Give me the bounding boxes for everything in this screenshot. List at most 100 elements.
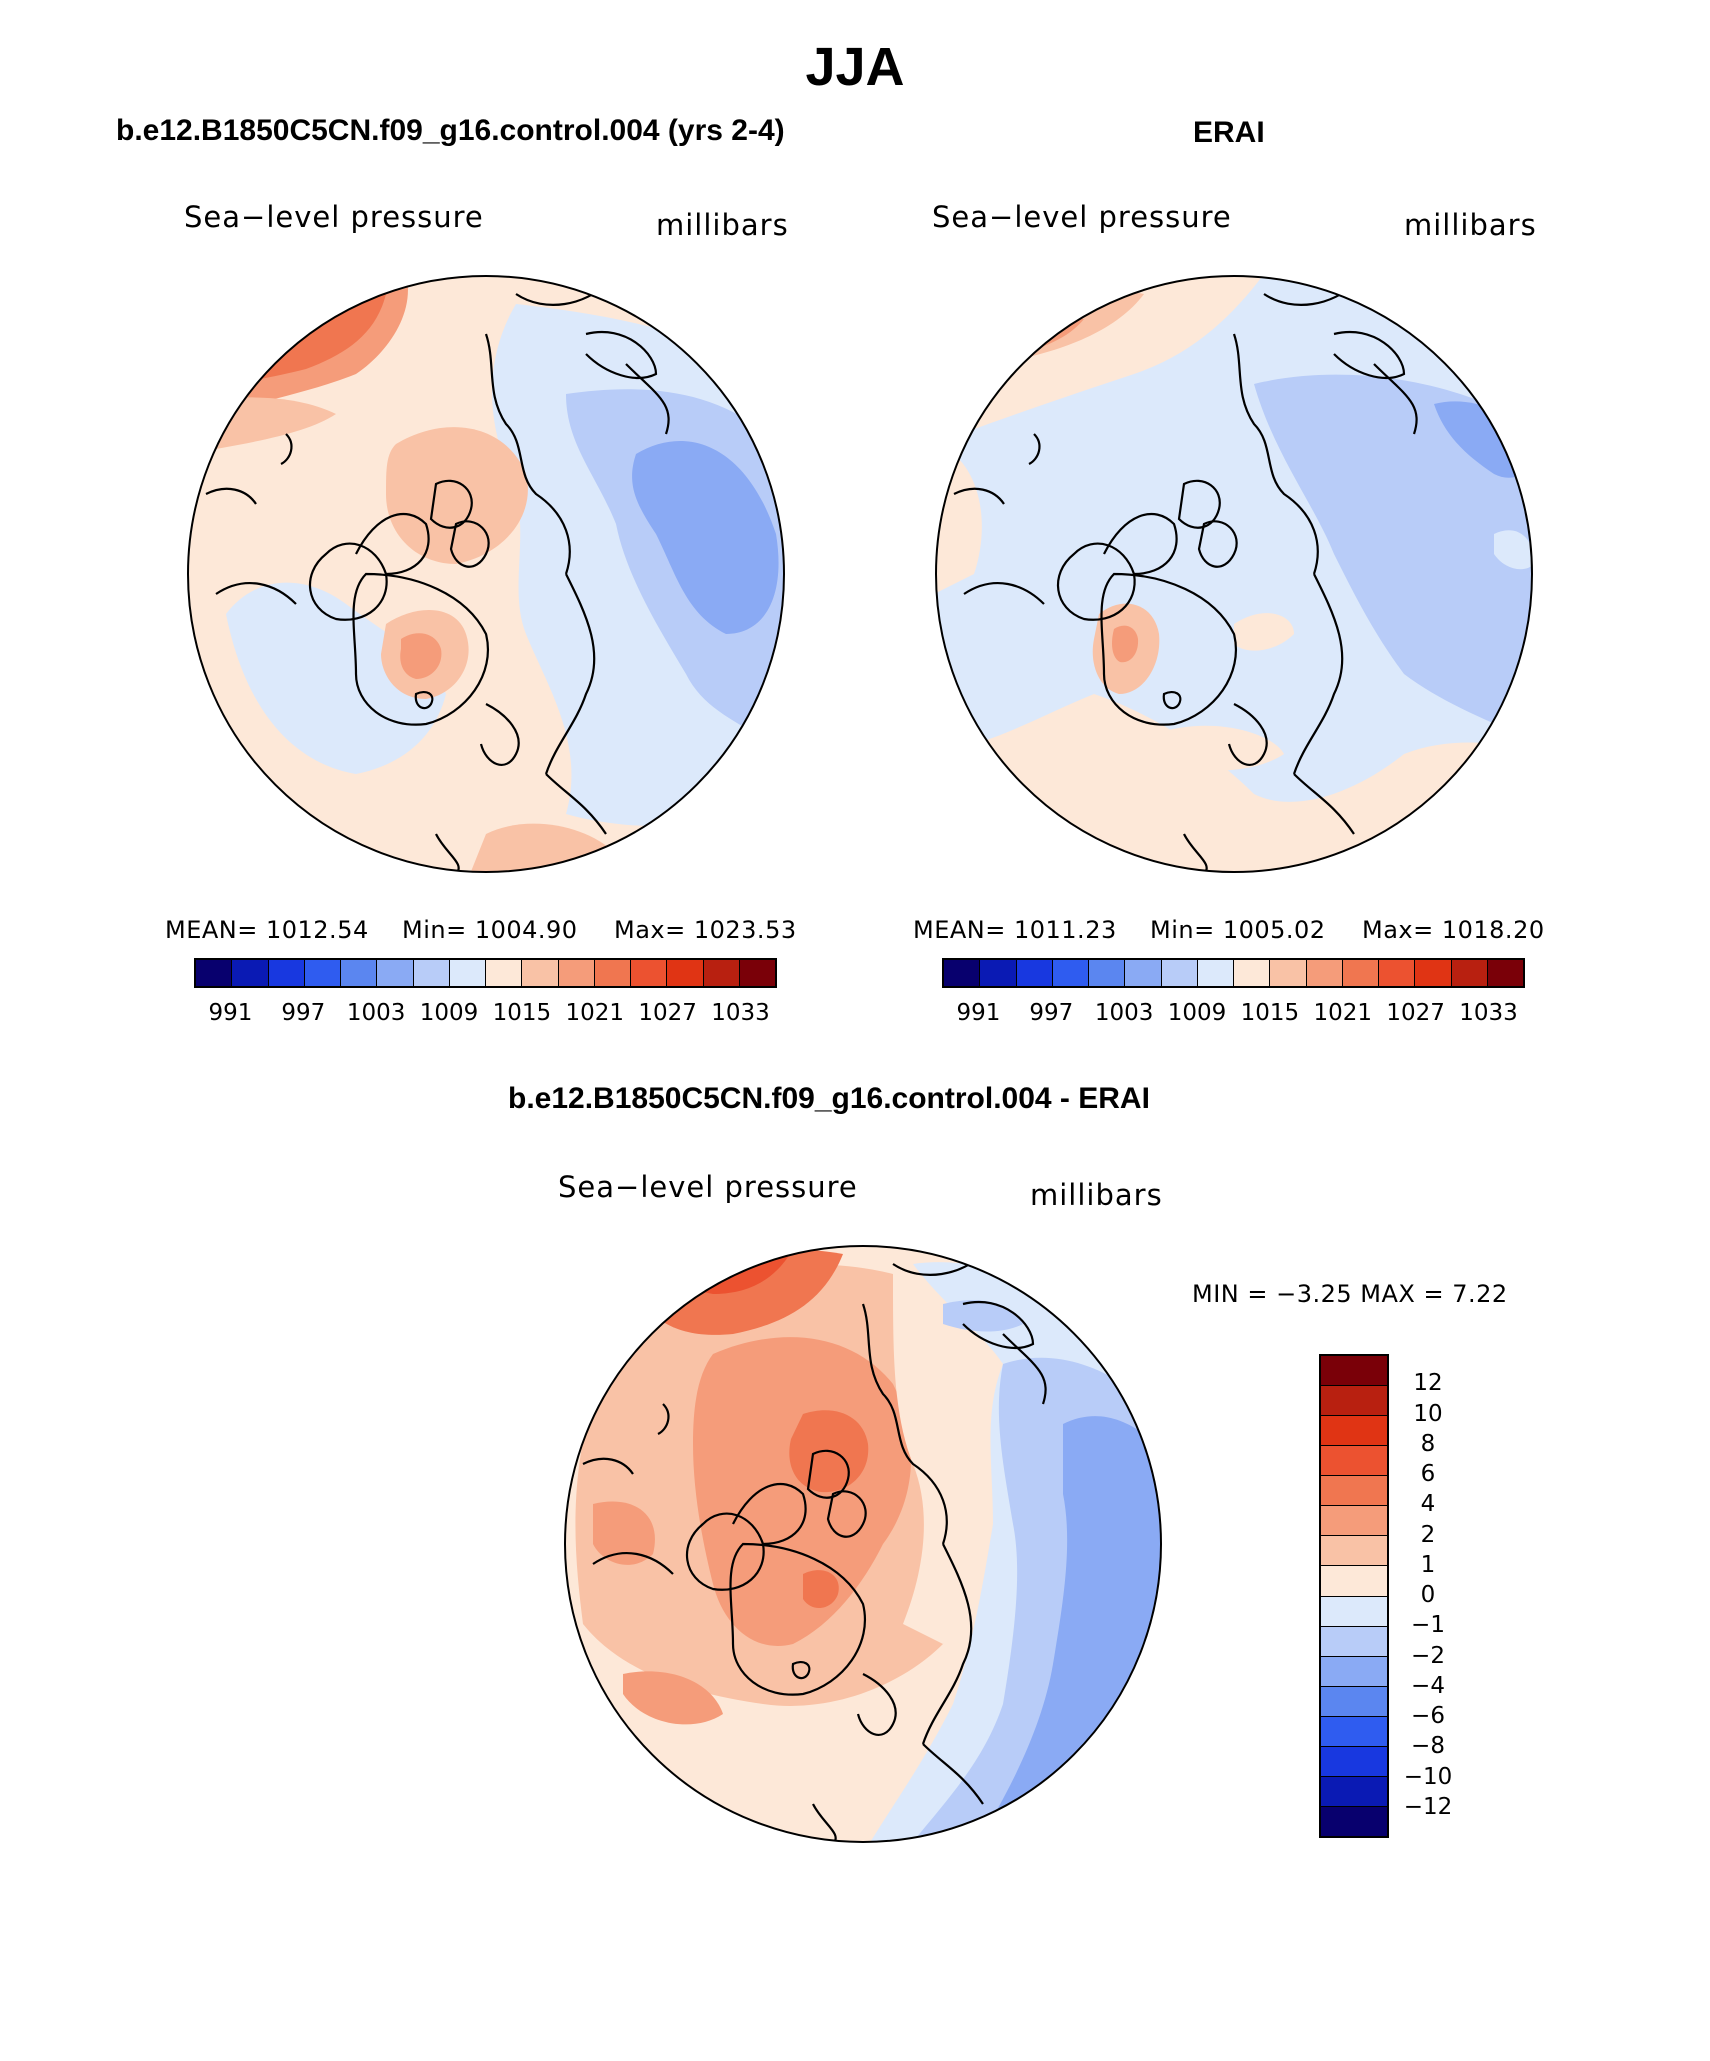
colorbar-swatch — [1161, 960, 1198, 986]
colorbar-tick-label: 1015 — [492, 1000, 552, 1026]
colorbar-swatch — [1197, 960, 1234, 986]
colorbar-swatch — [1089, 960, 1126, 986]
colorbar-swatch — [377, 960, 414, 986]
panel-model-stat-min: Min= 1004.90 — [402, 916, 578, 944]
colorbar-swatch — [980, 960, 1017, 986]
panel-erai-variable-label: Sea−level pressure — [932, 200, 1232, 234]
colorbar-tick-label: 4 — [1420, 1491, 1436, 1518]
panel-diff-units-label: millibars — [1030, 1178, 1163, 1212]
colorbar-tick-label: 997 — [1029, 1000, 1074, 1026]
colorbar-swatch — [667, 960, 704, 986]
colorbar-swatch — [1379, 960, 1416, 986]
colorbar-tick-label: 1021 — [565, 1000, 625, 1026]
colorbar-swatch — [1321, 1776, 1387, 1807]
colorbar-swatch — [1487, 960, 1523, 986]
colorbar-swatch — [486, 960, 523, 986]
colorbar-swatch — [1321, 1356, 1387, 1387]
colorbar-swatch — [232, 960, 269, 986]
colorbar-swatch — [703, 960, 740, 986]
colorbar-swatch — [1321, 1506, 1387, 1537]
panel-erai-units-label: millibars — [1404, 208, 1537, 242]
colorbar-swatch — [268, 960, 305, 986]
colorbar-swatch — [1321, 1536, 1387, 1567]
colorbar-tick-label: 6 — [1420, 1461, 1436, 1487]
colorbar-swatch — [1270, 960, 1307, 986]
colorbar-swatch — [1321, 1806, 1387, 1836]
colorbar-swatch — [594, 960, 631, 986]
colorbar-tick-label: 1009 — [1167, 1000, 1227, 1026]
colorbar-tick-label: 1003 — [346, 1000, 406, 1026]
colorbar-swatch — [449, 960, 486, 986]
colorbar-tick-label: −6 — [1411, 1703, 1445, 1729]
colorbar-swatch — [1321, 1566, 1387, 1597]
colorbar-tick-label: 2 — [1420, 1521, 1436, 1548]
colorbar-swatch — [1016, 960, 1053, 986]
colorbar-tick-label: 1009 — [419, 1000, 479, 1026]
colorbar-tick-label: 1027 — [638, 1000, 697, 1026]
panel-erai-stat-mean: MEAN= 1011.23 — [913, 916, 1117, 944]
colorbar-tick-label: 997 — [281, 1000, 326, 1026]
panel-diff-title: b.e12.B1850C5CN.f09_g16.control.004 - ER… — [508, 1082, 1150, 1115]
colorbar-swatch — [1321, 1416, 1387, 1447]
colorbar-swatch — [631, 960, 668, 986]
colorbar-tick-label: −12 — [1403, 1793, 1453, 1820]
colorbar-tick-label: −8 — [1411, 1733, 1445, 1760]
colorbar-tick-label: −4 — [1411, 1672, 1445, 1699]
map-model-slp — [187, 275, 785, 873]
colorbar-swatch — [1321, 1626, 1387, 1657]
colorbar-tick-label: 991 — [956, 1000, 1001, 1026]
panel-diff-variable-label: Sea−level pressure — [558, 1170, 858, 1204]
colorbar-tick-label: 1015 — [1240, 1000, 1300, 1026]
panel-erai-stat-min: Min= 1005.02 — [1150, 916, 1326, 944]
colorbar-swatch — [1321, 1596, 1387, 1627]
colorbar-tick-label: 1 — [1420, 1551, 1436, 1578]
colorbar-model — [194, 958, 777, 988]
colorbar-swatch — [1234, 960, 1271, 986]
colorbar-swatch — [1321, 1446, 1387, 1477]
colorbar-tick-label: 1033 — [711, 1000, 770, 1026]
colorbar-swatch — [196, 960, 233, 986]
colorbar-tick-label: 8 — [1420, 1430, 1436, 1457]
colorbar-swatch — [304, 960, 341, 986]
colorbar-swatch — [413, 960, 450, 986]
colorbar-swatch — [1125, 960, 1162, 986]
colorbar-tick-label: 1027 — [1386, 1000, 1445, 1026]
panel-erai-stat-max: Max= 1018.20 — [1362, 916, 1545, 944]
colorbar-tick-label: 991 — [208, 1000, 253, 1026]
colorbar-swatch — [1342, 960, 1379, 986]
colorbar-swatch — [1321, 1746, 1387, 1777]
colorbar-swatch — [1451, 960, 1488, 986]
colorbar-tick-label: 0 — [1420, 1582, 1436, 1608]
colorbar-tick-label: 10 — [1413, 1400, 1443, 1427]
panel-model-title: b.e12.B1850C5CN.f09_g16.control.004 (yrs… — [116, 114, 785, 147]
panel-model-stat-max: Max= 1023.53 — [614, 916, 797, 944]
colorbar-tick-label: 1033 — [1459, 1000, 1518, 1026]
colorbar-swatch — [1321, 1686, 1387, 1717]
colorbar-swatch — [1415, 960, 1452, 986]
colorbar-tick-label: −1 — [1411, 1612, 1445, 1639]
colorbar-tick-label: 12 — [1413, 1370, 1443, 1397]
panel-diff-minmax: MIN = −3.25 MAX = 7.22 — [1192, 1280, 1508, 1308]
colorbar-swatch — [341, 960, 378, 986]
panel-model-stat-mean: MEAN= 1012.54 — [165, 916, 369, 944]
colorbar-swatch — [522, 960, 559, 986]
colorbar-tick-label: −2 — [1411, 1642, 1445, 1669]
colorbar-swatch — [1321, 1386, 1387, 1417]
colorbar-swatch — [1306, 960, 1343, 986]
panel-model-variable-label: Sea−level pressure — [184, 200, 484, 234]
colorbar-difference — [1319, 1354, 1389, 1838]
colorbar-swatch — [1321, 1716, 1387, 1747]
colorbar-swatch — [1321, 1476, 1387, 1507]
panel-erai-title: ERAI — [1193, 116, 1265, 149]
colorbar-swatch — [739, 960, 775, 986]
colorbar-swatch — [944, 960, 981, 986]
colorbar-erai — [942, 958, 1525, 988]
colorbar-tick-label: 1021 — [1313, 1000, 1373, 1026]
map-erai-slp — [935, 275, 1533, 873]
panel-model-units-label: millibars — [656, 208, 789, 242]
colorbar-tick-label: −10 — [1403, 1763, 1453, 1790]
map-difference-slp — [564, 1245, 1162, 1843]
figure-title: JJA — [805, 37, 905, 97]
colorbar-swatch — [1052, 960, 1089, 986]
colorbar-swatch — [1321, 1656, 1387, 1687]
